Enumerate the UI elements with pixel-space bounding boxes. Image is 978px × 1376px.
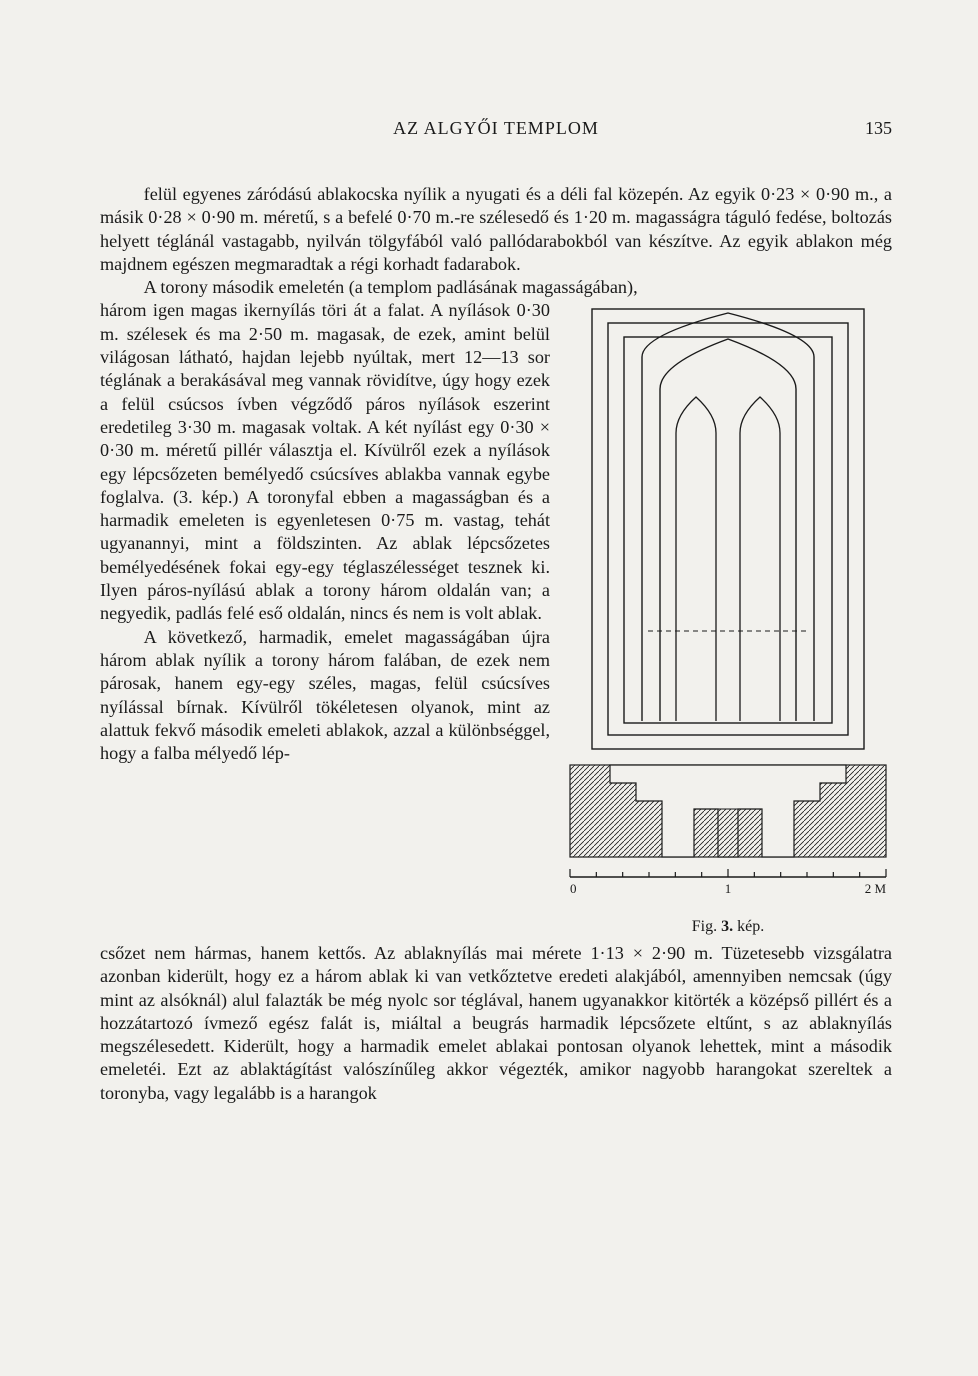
wrapped-block: 0 1 2 M Fig. 3. kép. három igen magas iker…	[100, 299, 892, 941]
paragraph-2-body: három igen magas ikernyílás töri át a fa…	[100, 300, 550, 623]
gothic-window-diagram: 0 1 2 M	[564, 301, 892, 911]
figure-caption-suffix: kép.	[733, 918, 764, 935]
svg-text:1: 1	[725, 881, 732, 896]
page: AZ ALGYŐI TEMPLOM 135 felül egyenes záró…	[0, 0, 978, 1376]
svg-text:2 M: 2 M	[865, 881, 887, 896]
figure-caption-number: 3.	[721, 918, 733, 935]
figure-3: 0 1 2 M Fig. 3. kép.	[564, 301, 892, 937]
figure-caption-prefix: Fig.	[692, 918, 721, 935]
paragraph-2-lead: A torony második emeletén (a templom pad…	[100, 276, 892, 299]
paragraph-3-continuation: csőzet nem hármas, hanem kettős. Az abla…	[100, 943, 892, 1103]
page-header: AZ ALGYŐI TEMPLOM 135	[100, 118, 892, 139]
body-text: felül egyenes záródású ablakocska nyílik…	[100, 183, 892, 1105]
figure-caption: Fig. 3. kép.	[564, 917, 892, 937]
svg-text:0: 0	[570, 881, 577, 896]
page-number: 135	[842, 118, 892, 139]
page-title: AZ ALGYŐI TEMPLOM	[150, 118, 842, 139]
paragraph-1: felül egyenes záródású ablakocska nyílik…	[100, 183, 892, 276]
